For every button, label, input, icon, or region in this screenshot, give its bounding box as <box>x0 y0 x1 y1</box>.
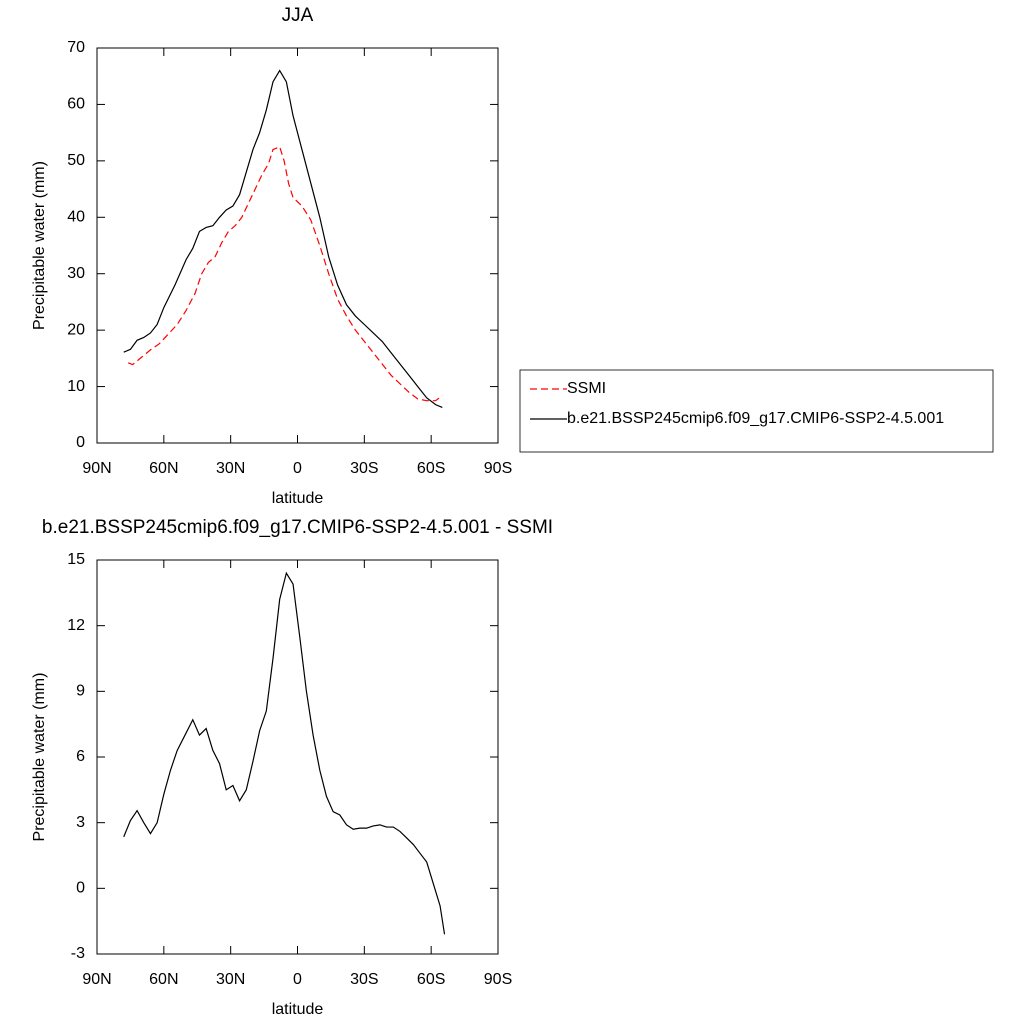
y-tick-label: 3 <box>76 814 85 831</box>
plot-frame <box>96 47 499 444</box>
x-tick-label: 60S <box>417 460 445 477</box>
y-tick-label: -3 <box>71 945 85 962</box>
y-tick-label: 60 <box>67 96 85 113</box>
y-tick-label: 10 <box>67 378 85 395</box>
y-tick-label: 9 <box>76 683 85 700</box>
x-axis-label: latitude <box>272 1001 324 1018</box>
x-tick-label: 0 <box>293 971 302 988</box>
x-tick-label: 30S <box>350 971 378 988</box>
plot-frame <box>96 559 499 955</box>
x-tick-label: 30N <box>216 971 245 988</box>
data-line <box>127 145 443 402</box>
x-tick-label: 30S <box>350 460 378 477</box>
y-tick-label: 6 <box>76 748 85 765</box>
y-tick-label: 30 <box>67 265 85 282</box>
x-tick-label: 90S <box>484 460 512 477</box>
x-tick-label: 60N <box>149 971 178 988</box>
y-tick-label: 0 <box>76 434 85 451</box>
legend-box <box>519 369 994 453</box>
data-line <box>123 571 446 935</box>
x-axis-label: latitude <box>272 490 324 507</box>
legend-label: b.e21.BSSP245cmip6.f09_g17.CMIP6-SSP2-4.… <box>567 410 944 427</box>
x-tick-label: 90N <box>82 460 111 477</box>
y-tick-label: 40 <box>67 209 85 226</box>
y-tick-label: 20 <box>67 321 85 338</box>
y-tick-label: 0 <box>76 880 85 897</box>
x-tick-label: 90S <box>484 971 512 988</box>
y-tick-label: 70 <box>67 39 85 56</box>
y-tick-label: 12 <box>67 617 85 634</box>
legend-label: SSMI <box>567 380 606 397</box>
x-tick-label: 0 <box>293 460 302 477</box>
data-line <box>123 69 443 409</box>
x-tick-label: 30N <box>216 460 245 477</box>
x-tick-label: 60N <box>149 460 178 477</box>
y-axis-label: Precipitable water (mm) <box>31 161 48 330</box>
x-tick-label: 90N <box>82 971 111 988</box>
x-tick-label: 60S <box>417 971 445 988</box>
y-tick-label: 50 <box>67 152 85 169</box>
y-tick-label: 15 <box>67 551 85 568</box>
y-axis-label: Precipitable water (mm) <box>31 673 48 842</box>
chart-title: JJA <box>282 5 314 26</box>
chart-title: b.e21.BSSP245cmip6.f09_g17.CMIP6-SSP2-4.… <box>42 517 553 538</box>
